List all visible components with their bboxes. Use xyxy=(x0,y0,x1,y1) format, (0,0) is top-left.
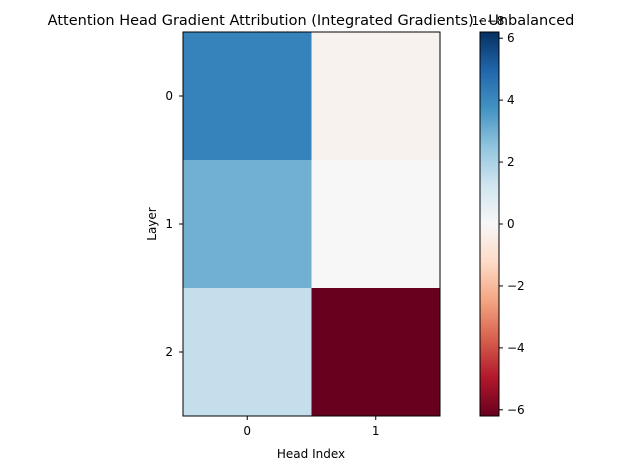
colorbar-offset-label: 1e−8 xyxy=(472,14,505,28)
heatmap-cells xyxy=(183,32,441,417)
heatmap-cell-r0-c0 xyxy=(183,32,312,161)
colorbar-tick-label: 2 xyxy=(507,155,515,169)
heatmap-cell-r2-c0 xyxy=(183,288,312,417)
y-tick-label: 2 xyxy=(165,345,173,359)
y-tick-label: 0 xyxy=(165,89,173,103)
heatmap-cell-r0-c1 xyxy=(311,32,441,161)
colorbar-tick-label: 4 xyxy=(507,93,515,107)
chart-title: Attention Head Gradient Attribution (Int… xyxy=(48,13,575,29)
x-axis-label: Head Index xyxy=(277,447,345,461)
colorbar-tick-label: 0 xyxy=(507,217,515,231)
y-axis-ticks: 0 1 2 xyxy=(165,89,183,359)
colorbar-tick-label: −4 xyxy=(507,341,525,355)
colorbar-ticks: −6 −4 −2 0 2 4 6 xyxy=(499,31,525,417)
heatmap-cell-r1-c1 xyxy=(311,160,441,289)
heatmap-cell-r1-c0 xyxy=(183,160,312,289)
x-tick-label: 0 xyxy=(243,424,251,438)
x-tick-label: 1 xyxy=(372,424,380,438)
colorbar-tick-label: −6 xyxy=(507,403,525,417)
heatmap-cell-r2-c1 xyxy=(311,288,441,417)
y-axis-label: Layer xyxy=(145,207,159,241)
y-tick-label: 1 xyxy=(165,217,173,231)
colorbar-tick-label: −2 xyxy=(507,279,525,293)
colorbar-tick-label: 6 xyxy=(507,31,515,45)
colorbar xyxy=(479,31,500,417)
